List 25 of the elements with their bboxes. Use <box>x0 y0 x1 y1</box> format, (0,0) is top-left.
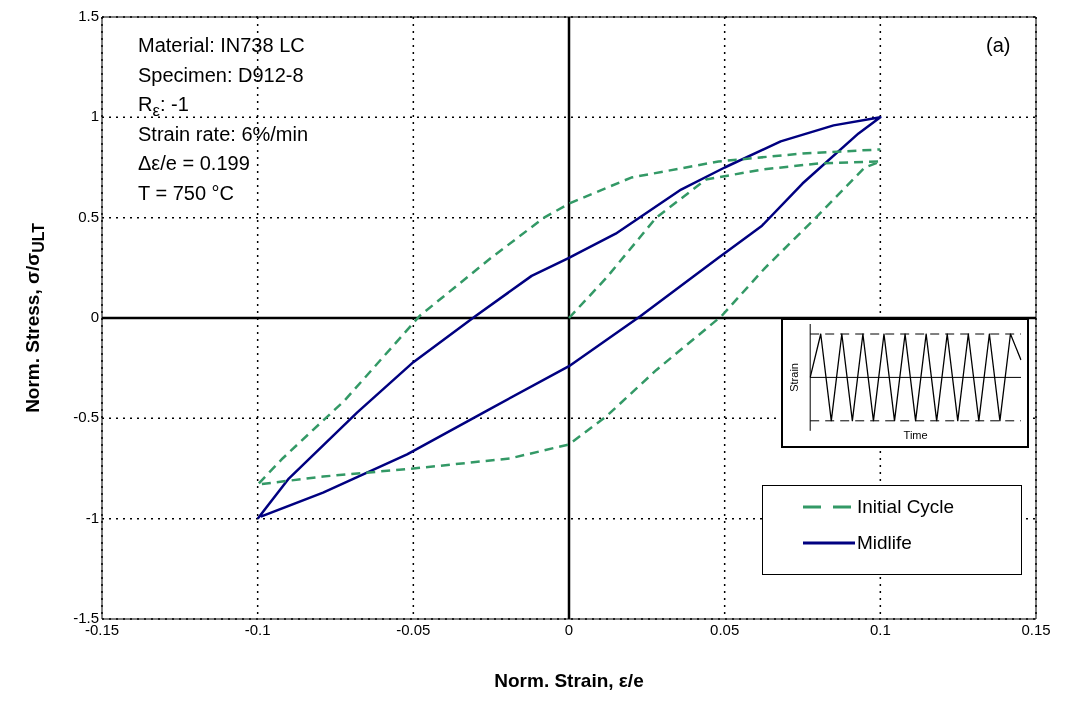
annotation: Δε/e = 0.199 <box>138 151 250 176</box>
x-axis-title: Time <box>903 429 928 442</box>
annotation: (a) <box>986 33 1011 58</box>
x-axis-title: Norm. Strain, ε/e <box>494 670 644 692</box>
legend-label: Initial Cycle <box>857 496 955 518</box>
y-tick-label: 1.5 <box>78 7 99 25</box>
x-tick-label: 0.05 <box>710 621 740 639</box>
x-tick-label: 0 <box>564 621 574 639</box>
y-tick-label: 0.5 <box>78 207 99 225</box>
y-tick-label: -0.5 <box>73 408 99 426</box>
y-tick-label: -1 <box>85 508 99 526</box>
annotation: Material: IN738 LC <box>138 33 305 58</box>
x-tick-label: -0.1 <box>244 621 271 639</box>
line-series <box>256 148 882 486</box>
x-tick-label: 0.15 <box>1021 621 1051 639</box>
y-tick-label: 1 <box>90 107 99 125</box>
x-tick-label: 0.1 <box>869 621 891 639</box>
annotation: Strain rate: 6%/min <box>138 121 309 147</box>
y-axis-title: Strain <box>787 363 800 392</box>
y-tick-label: 0 <box>90 308 99 326</box>
annotation: R$_{ε}$: -1 <box>138 93 189 120</box>
legend-label: Midlife <box>857 532 912 554</box>
annotation: Specimen: D912-8 <box>138 62 304 88</box>
x-tick-label: -0.05 <box>396 621 431 639</box>
annotation: T = 750 °C <box>138 180 235 206</box>
